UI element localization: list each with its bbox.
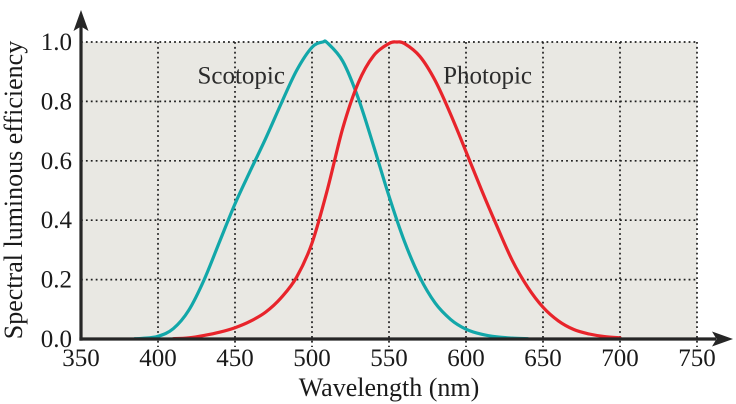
x-tick-label: 550 [370,345,408,372]
y-tick-label: 1.0 [41,29,72,56]
grid-lines [81,41,698,347]
tick-labels: 350 400 450 500 550 600 650 700 750 0.0 0.2 0.4 0.6 0… [41,29,716,372]
x-axis-arrow-icon [712,331,733,347]
x-tick-label: 700 [601,345,639,372]
x-tick-label: 750 [678,345,716,372]
x-tick-label: 350 [62,345,100,372]
x-tick-label: 600 [447,345,485,372]
x-tick-label: 450 [216,345,254,372]
y-tick-label: 0.0 [41,326,72,353]
y-axis-arrow-icon [73,10,89,31]
axes [73,10,733,347]
y-tick-label: 0.2 [41,267,72,294]
x-tick-label: 400 [139,345,177,372]
y-tick-label: 0.4 [41,207,73,234]
y-axis-title: Spectral luminous efficiency [0,41,28,339]
x-axis-title: Wavelength (nm) [299,373,480,402]
y-tick-label: 0.8 [41,88,72,115]
y-tick-label: 0.6 [41,148,72,175]
photopic-curve-label: Photopic [443,63,532,90]
scotopic-curve-label: Scotopic [197,63,285,90]
scotopic-curve [133,39,530,341]
photopic-curve [171,40,622,341]
x-tick-label: 650 [524,345,562,372]
data-curves [133,39,622,341]
x-tick-label: 500 [293,345,331,372]
